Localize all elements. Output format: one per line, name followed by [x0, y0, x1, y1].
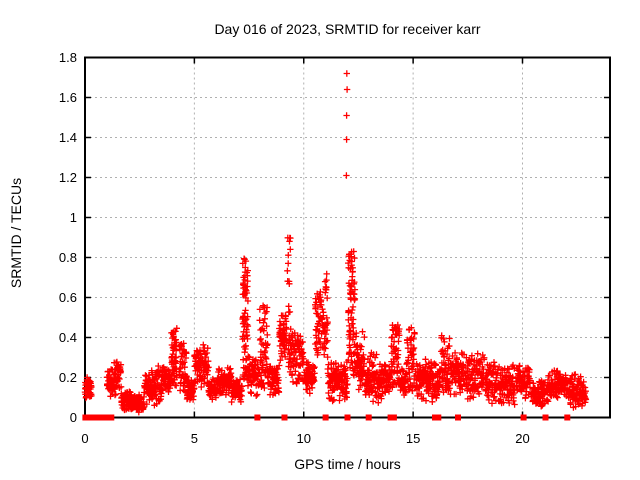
y-tick-label: 0.2	[58, 370, 77, 385]
y-tick-label: 1.2	[58, 170, 77, 185]
plot-border	[84, 56, 611, 419]
x-tick-label: 10	[296, 431, 311, 446]
zero-flag-squares	[82, 414, 571, 421]
data-points	[81, 70, 590, 416]
tick-marks	[84, 56, 610, 419]
y-tick-label: 1	[69, 210, 77, 225]
x-tick-label: 20	[515, 431, 530, 446]
y-tick-label: 1.4	[58, 130, 77, 145]
y-tick-label: 0.6	[58, 290, 77, 305]
x-tick-label: 5	[190, 431, 198, 446]
y-tick-label: 1.6	[58, 90, 77, 105]
y-tick-label: 1.8	[58, 50, 77, 65]
x-tick-label: 0	[81, 431, 89, 446]
x-tick-label: 15	[405, 431, 421, 446]
y-tick-label: 0	[69, 410, 77, 425]
y-tick-label: 0.4	[58, 330, 77, 345]
chart-title: Day 016 of 2023, SRMTID for receiver kar…	[214, 21, 481, 37]
y-tick-label: 0.8	[58, 250, 77, 265]
x-axis-label: GPS time / hours	[294, 456, 401, 472]
gridlines	[85, 57, 610, 418]
